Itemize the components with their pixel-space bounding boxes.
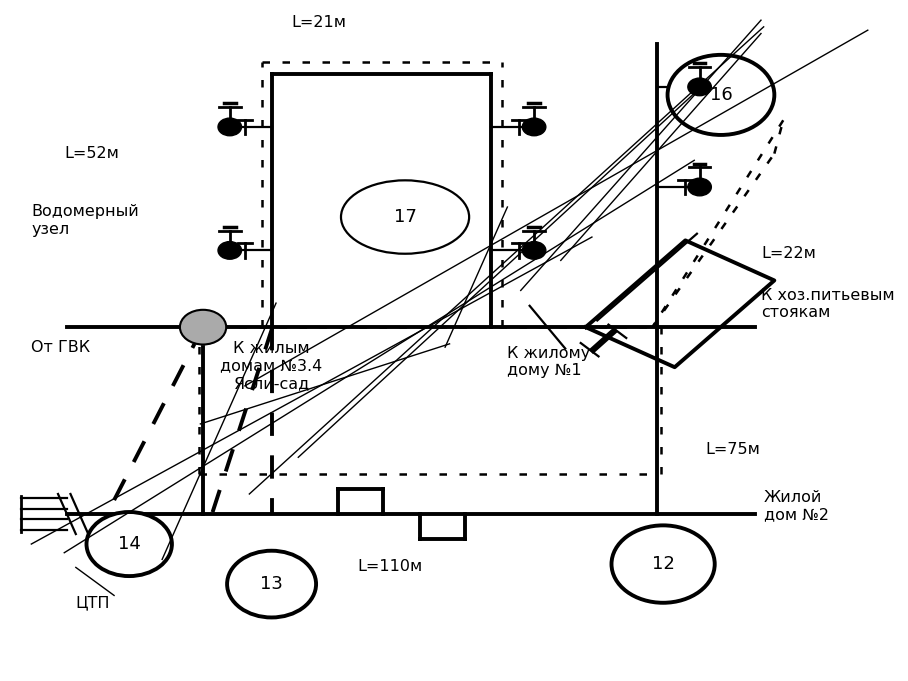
Text: К жилым
домам №3.4
Ясли-сад: К жилым домам №3.4 Ясли-сад [221, 341, 322, 391]
Circle shape [611, 525, 715, 603]
Text: К жилому
дому №1: К жилому дому №1 [508, 346, 590, 378]
Circle shape [218, 118, 242, 136]
Circle shape [522, 118, 546, 136]
Circle shape [218, 242, 242, 259]
Circle shape [688, 78, 711, 96]
Text: L=75м: L=75м [705, 443, 760, 458]
Text: 16: 16 [709, 86, 733, 104]
Text: 13: 13 [261, 575, 283, 593]
Text: 17: 17 [394, 208, 417, 226]
Text: ЦТП: ЦТП [75, 595, 110, 610]
Text: L=22м: L=22м [761, 247, 816, 262]
Text: L=52м: L=52м [64, 146, 119, 161]
Text: От ГВК: От ГВК [31, 340, 91, 355]
Text: Водомерный
узел: Водомерный узел [31, 204, 139, 236]
Circle shape [688, 178, 711, 196]
Text: 14: 14 [118, 535, 141, 553]
Circle shape [667, 55, 775, 135]
Text: L=21м: L=21м [291, 15, 346, 30]
Text: L=110м: L=110м [358, 559, 422, 574]
Circle shape [522, 242, 546, 259]
Text: 12: 12 [652, 555, 675, 573]
Ellipse shape [341, 180, 469, 254]
Circle shape [86, 512, 172, 576]
Text: Жилой
дом №2: Жилой дом №2 [764, 490, 829, 522]
Text: К хоз.питьевым
стоякам: К хоз.питьевым стоякам [761, 287, 894, 320]
Circle shape [227, 551, 316, 618]
Circle shape [180, 310, 226, 345]
